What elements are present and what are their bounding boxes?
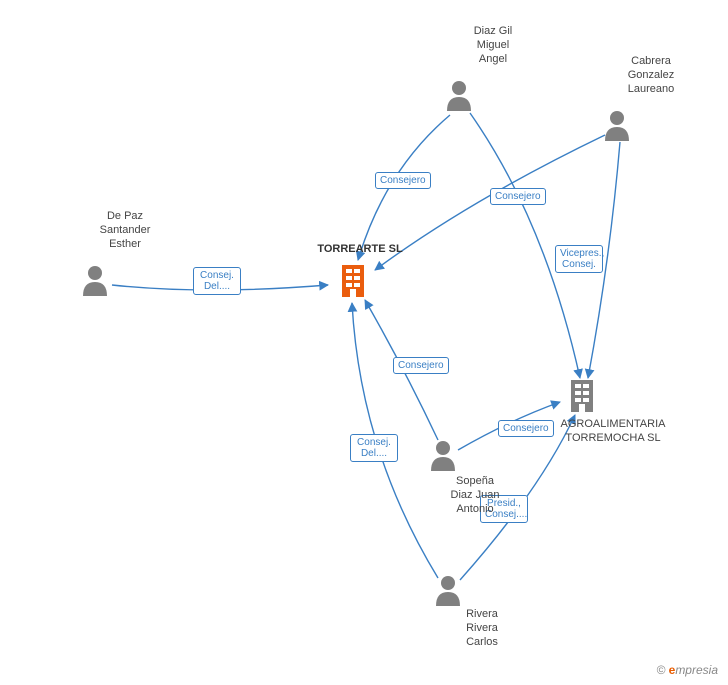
node-label-depaz[interactable]: De PazSantanderEsther xyxy=(70,210,180,251)
edges-layer xyxy=(0,0,728,685)
node-label-diaz[interactable]: Diaz GilMiguelAngel xyxy=(438,25,548,66)
edge-label-e2: Consejero xyxy=(375,172,431,189)
edge-label-e5: Vicepres., Consej. xyxy=(555,245,603,273)
node-label-cabrera[interactable]: CabreraGonzalezLaureano xyxy=(596,55,706,96)
node-label-agro[interactable]: AGROALIMENTARIATORREMOCHA SL xyxy=(558,418,668,446)
person-icon[interactable] xyxy=(83,266,107,296)
building-icon[interactable] xyxy=(342,265,364,297)
building-icon[interactable] xyxy=(571,380,593,412)
edge-label-e6: Consejero xyxy=(393,357,449,374)
edge-label-e7: Consejero xyxy=(498,420,554,437)
person-icon[interactable] xyxy=(431,441,455,471)
edge-label-e8: Consej. Del.... xyxy=(350,434,398,462)
node-label-rivera[interactable]: RiveraRiveraCarlos xyxy=(427,608,537,649)
person-icon[interactable] xyxy=(436,576,460,606)
watermark: © empresia xyxy=(656,663,718,677)
network-diagram: Consej. Del.... Consejero Consejero Vicepre… xyxy=(0,0,728,685)
brand-rest: mpresia xyxy=(675,663,718,677)
node-label-sopena[interactable]: SopeñaDiaz JuanAntonio xyxy=(420,475,530,516)
copyright-symbol: © xyxy=(656,663,665,677)
node-label-torrearte[interactable]: TORREARTE SL xyxy=(305,243,415,257)
edge-label-e1: Consej. Del.... xyxy=(193,267,241,295)
edge-label-e3: Consejero xyxy=(490,188,546,205)
person-icon[interactable] xyxy=(605,111,629,141)
person-icon[interactable] xyxy=(447,81,471,111)
